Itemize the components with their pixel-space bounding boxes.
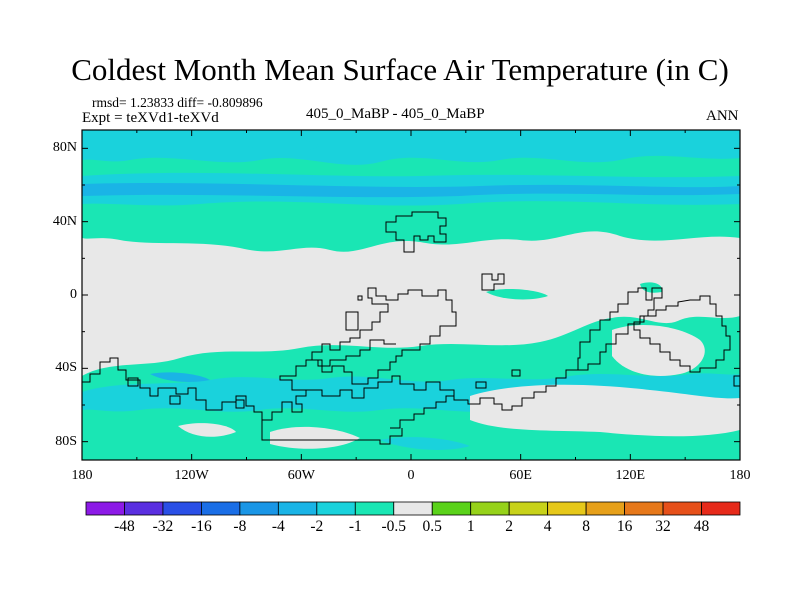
colorbar bbox=[85, 501, 741, 516]
outline-south-west bbox=[82, 357, 578, 421]
colorbar-swatch bbox=[701, 501, 741, 516]
outline-east bbox=[577, 287, 663, 371]
colorbar-swatch bbox=[239, 501, 279, 516]
center-text: 405_0_MaBP - 405_0_MaBP bbox=[306, 106, 485, 122]
colorbar-label: 2 bbox=[505, 518, 514, 535]
x-tick-label: 60E bbox=[509, 468, 532, 483]
axis-ticks bbox=[81, 130, 741, 460]
x-tick-label: 60W bbox=[287, 468, 315, 483]
colorbar-swatch bbox=[124, 501, 164, 516]
outline-north-small bbox=[481, 273, 505, 291]
field-layer bbox=[82, 130, 740, 460]
x-tick-label: 180 bbox=[71, 468, 93, 483]
outline-south-2 bbox=[279, 339, 396, 391]
experiment-text: Expt = teXVd1-teXVd bbox=[82, 110, 219, 126]
colorbar-label: -8 bbox=[233, 518, 247, 535]
y-tick-label: 80N bbox=[52, 140, 77, 156]
outline-center-small bbox=[345, 311, 359, 331]
x-tick-label: 120E bbox=[615, 468, 646, 483]
y-tick-label: 40N bbox=[52, 213, 77, 229]
x-tick-label: 180 bbox=[729, 468, 751, 483]
colorbar-label: -4 bbox=[271, 518, 285, 535]
colorbar-swatch bbox=[393, 501, 433, 516]
season-text: ANN bbox=[706, 108, 739, 124]
outline-antarctic bbox=[261, 420, 403, 445]
colorbar-swatch bbox=[277, 501, 318, 516]
y-tick-label: 0 bbox=[70, 287, 77, 302]
y-tick-label: 80S bbox=[55, 433, 77, 449]
field-region-pocket-5 bbox=[82, 345, 130, 360]
field-region-pocket-2 bbox=[612, 325, 705, 376]
colorbar-label: -32 bbox=[152, 518, 174, 535]
colorbar-swatch bbox=[662, 501, 702, 516]
colorbar-label: -2 bbox=[310, 518, 324, 535]
colorbar-swatch bbox=[201, 501, 241, 516]
colorbar-label: -16 bbox=[191, 518, 212, 535]
field-region-n60 bbox=[232, 135, 320, 153]
colorbar-swatch bbox=[547, 501, 587, 516]
colorbar-label: 4 bbox=[543, 518, 552, 535]
colorbar-swatch bbox=[162, 501, 202, 516]
outline-south-3 bbox=[390, 395, 454, 429]
colorbar-label: 32 bbox=[655, 518, 671, 535]
field-region-north-belt-3 bbox=[82, 183, 740, 198]
colorbar-label: 1 bbox=[466, 518, 475, 535]
colorbar-swatch bbox=[354, 501, 395, 516]
y-tick-label: 40S bbox=[55, 360, 77, 376]
colorbar-swatch bbox=[470, 501, 510, 516]
field-region-pocket-4 bbox=[178, 423, 236, 437]
outline-center-2 bbox=[357, 295, 363, 301]
stats-text: rmsd= 1.23833 diff= -0.809896 bbox=[92, 95, 263, 110]
field-region-pocket-3 bbox=[270, 426, 360, 449]
outline-australia bbox=[633, 295, 731, 373]
field-region-equator-1 bbox=[486, 289, 548, 300]
colorbar-swatch bbox=[585, 501, 625, 516]
colorbar-label: 8 bbox=[582, 518, 590, 535]
colorbar-swatch bbox=[624, 501, 664, 516]
colorbar-label: -0.5 bbox=[381, 518, 407, 535]
colorbar-swatch bbox=[431, 501, 472, 516]
chart-title: Coldest Month Mean Surface Air Temperatu… bbox=[71, 52, 729, 87]
field-region-pocket-1 bbox=[470, 384, 740, 437]
colorbar-label: 16 bbox=[616, 518, 633, 535]
colorbar-label: -1 bbox=[348, 518, 362, 535]
x-tick-label: 0 bbox=[407, 468, 415, 483]
continent-outlines bbox=[82, 211, 741, 445]
outline-south-small-3 bbox=[475, 381, 487, 389]
colorbar-swatch bbox=[85, 501, 125, 516]
outline-south-small-1 bbox=[169, 395, 181, 405]
colorbar-swatch bbox=[508, 501, 549, 516]
outline-south-small-4 bbox=[235, 399, 245, 409]
outline-center bbox=[311, 287, 457, 385]
outline-south-small-5 bbox=[127, 377, 139, 387]
x-tick-label: 120W bbox=[174, 468, 209, 483]
field-region-south-pole bbox=[380, 437, 470, 450]
colorbar-swatch bbox=[316, 501, 356, 516]
colorbar-label: 48 bbox=[693, 518, 710, 535]
field-region-south-blue bbox=[150, 372, 210, 382]
field-region-n80 bbox=[430, 131, 540, 149]
outline-north bbox=[385, 211, 447, 253]
colorbar-label: -48 bbox=[114, 518, 135, 535]
outline-south-small-2 bbox=[511, 369, 521, 377]
colorbar-label: 0.5 bbox=[422, 518, 442, 535]
